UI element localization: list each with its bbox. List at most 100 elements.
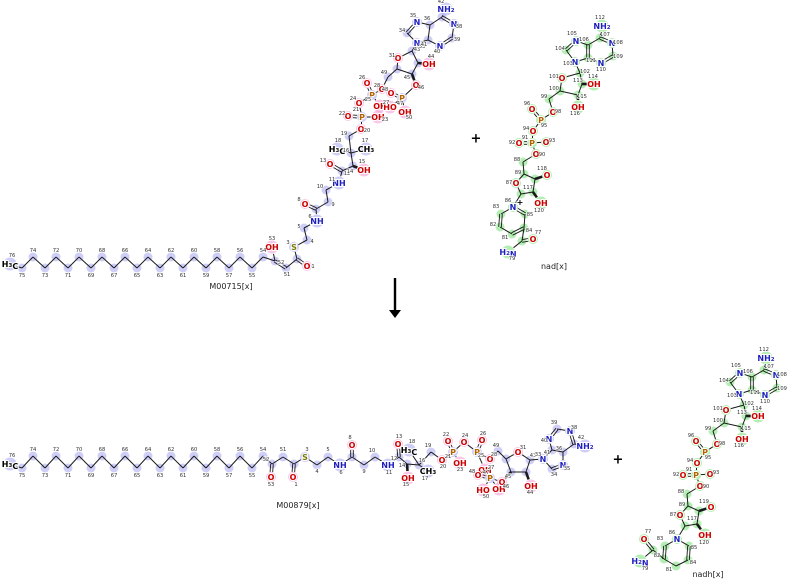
svg-text:92: 92 (673, 472, 680, 478)
svg-text:103: 103 (727, 393, 737, 399)
atom-53: O (268, 473, 275, 482)
atom-15: OH (357, 166, 371, 175)
svg-text:12: 12 (391, 456, 398, 462)
atom-79: H2N (499, 248, 516, 259)
svg-text:107: 107 (600, 32, 610, 38)
atom-6: NH (310, 217, 323, 226)
atom-91: P (693, 471, 699, 480)
atom-38: N (451, 20, 458, 29)
svg-text:20: 20 (440, 464, 447, 470)
svg-text:89: 89 (679, 502, 686, 508)
svg-text:114: 114 (588, 74, 599, 80)
svg-text:17: 17 (422, 476, 429, 482)
atom-93: O (543, 138, 550, 147)
svg-text:77: 77 (645, 529, 652, 535)
svg-text:36: 36 (424, 16, 431, 22)
svg-text:46: 46 (503, 484, 510, 490)
svg-text:28: 28 (374, 83, 381, 89)
svg-text:4: 4 (310, 239, 314, 245)
svg-text:71: 71 (65, 473, 72, 479)
svg-text:12: 12 (344, 171, 351, 177)
svg-text:44: 44 (428, 54, 435, 60)
svg-text:22: 22 (443, 432, 450, 438)
atom-90: O (533, 150, 540, 159)
svg-text:1: 1 (294, 482, 297, 488)
atom-103: N (736, 390, 743, 399)
svg-text:28: 28 (491, 452, 498, 458)
svg-text:54: 54 (260, 248, 267, 254)
svg-text:85: 85 (691, 545, 698, 551)
svg-text:33: 33 (535, 452, 542, 458)
svg-text:50: 50 (483, 494, 490, 500)
svg-text:56: 56 (237, 447, 244, 453)
svg-text:75: 75 (19, 273, 26, 279)
svg-text:26: 26 (359, 75, 366, 81)
svg-text:87: 87 (670, 512, 677, 518)
svg-text:112: 112 (759, 347, 769, 353)
svg-text:99: 99 (541, 94, 548, 100)
svg-text:90: 90 (539, 152, 546, 158)
atom-112: NH2 (757, 354, 774, 364)
atom-44: OH (422, 60, 436, 69)
svg-text:11: 11 (329, 177, 336, 183)
svg-text:18: 18 (335, 138, 342, 144)
svg-text:55: 55 (249, 473, 256, 479)
svg-text:27: 27 (383, 100, 390, 106)
svg-text:8: 8 (348, 435, 351, 441)
svg-text:84: 84 (526, 228, 533, 234)
svg-text:86: 86 (505, 198, 512, 204)
svg-text:94: 94 (523, 126, 530, 132)
atom-21: P (450, 448, 456, 457)
molecule-label-m00715: M00715[x] (209, 282, 253, 291)
svg-text:43: 43 (530, 453, 537, 459)
atom-91: P (529, 139, 535, 148)
svg-text:15: 15 (359, 159, 366, 165)
atom-40: N (546, 435, 553, 444)
atom-25: P (369, 91, 375, 100)
svg-text:42: 42 (578, 435, 585, 441)
atom-22: O (445, 437, 452, 446)
svg-text:24: 24 (350, 96, 357, 102)
svg-text:23: 23 (382, 117, 389, 123)
svg-text:111: 111 (750, 390, 760, 396)
atom-94: O (694, 459, 701, 468)
svg-text:31: 31 (520, 445, 527, 451)
svg-text:108: 108 (777, 372, 787, 378)
svg-text:70: 70 (76, 248, 83, 254)
svg-text:50: 50 (406, 115, 413, 121)
svg-text:48: 48 (469, 469, 476, 475)
svg-text:39: 39 (551, 420, 558, 426)
atom-103: N (572, 58, 579, 67)
atom-OH: OH (492, 485, 506, 494)
atom-77: O (530, 235, 537, 244)
svg-text:73: 73 (42, 473, 49, 479)
reaction-arrow (389, 278, 401, 318)
svg-text:72: 72 (53, 248, 60, 254)
svg-text:77: 77 (535, 230, 542, 236)
svg-text:52: 52 (278, 260, 285, 266)
svg-text:101: 101 (713, 406, 723, 412)
svg-text:18: 18 (409, 439, 416, 445)
svg-text:86: 86 (669, 530, 676, 536)
atom-87: O (677, 511, 684, 520)
svg-text:13: 13 (320, 158, 327, 164)
atom-48: O (475, 471, 482, 480)
svg-text:110: 110 (760, 399, 770, 405)
atom-22: O (345, 112, 352, 121)
svg-text:17: 17 (362, 138, 369, 144)
atom-86: N (510, 203, 517, 212)
svg-text:83: 83 (657, 536, 664, 542)
svg-text:54: 54 (260, 447, 267, 453)
svg-text:56: 56 (237, 248, 244, 254)
svg-text:6: 6 (339, 470, 342, 476)
svg-text:51: 51 (284, 272, 291, 278)
svg-text:106: 106 (743, 369, 753, 375)
svg-text:36: 36 (556, 446, 563, 452)
svg-text:5: 5 (326, 447, 329, 453)
atom-1: O (304, 262, 311, 271)
atom-90: O (697, 482, 704, 491)
svg-text:5: 5 (297, 224, 300, 230)
atom-53: OH (265, 243, 279, 252)
svg-text:65: 65 (134, 473, 141, 479)
